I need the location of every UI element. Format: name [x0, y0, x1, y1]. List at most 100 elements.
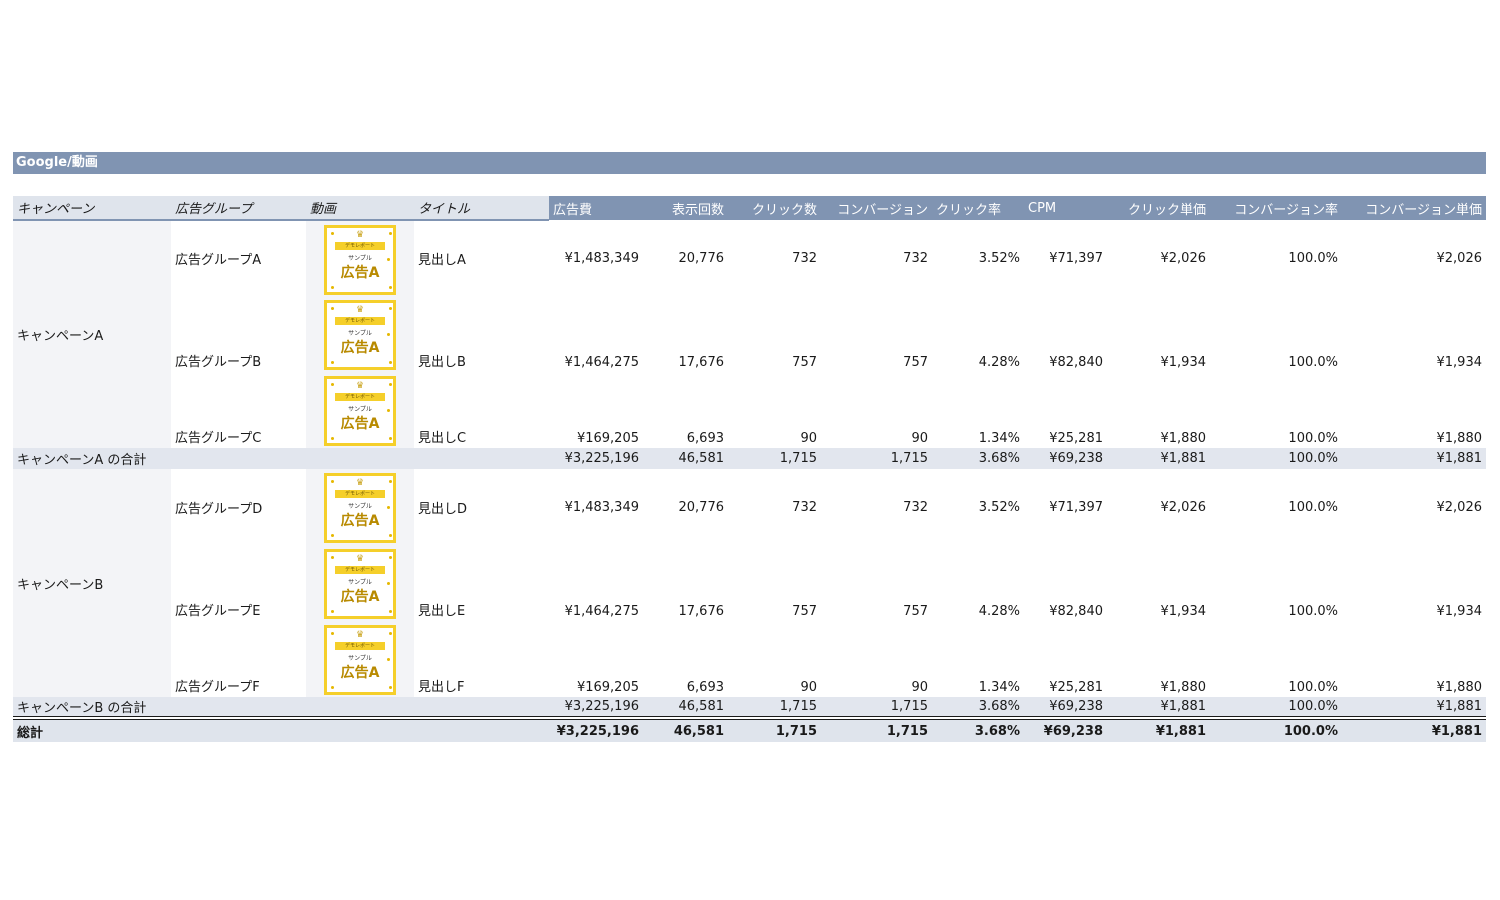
campaign-name: キャンペーンB [13, 469, 171, 697]
sparkle-icon [389, 437, 392, 440]
crown-icon: ♛ [355, 229, 365, 240]
table-row: キャンペーンB 広告グループD ♛ デモレポート サンプル広告A 見出しD ¥1,483,3… [13, 469, 1486, 697]
video-thumbnail[interactable]: ♛ デモレポート サンプル 広告A [324, 300, 396, 370]
grand-total-cost: ¥3,225,196 [549, 716, 643, 742]
metric-cvr: 100.0% [1288, 250, 1338, 266]
metric-cpc: ¥1,880 [1160, 680, 1207, 695]
crown-icon: ♛ [355, 554, 365, 564]
header-row: キャンペーン 広告グループ 動画 タイトル 広告費 表示回数 クリック数 コンバ… [13, 196, 1486, 221]
subtotal-cpc: ¥1,881 [1107, 448, 1210, 469]
video-thumbnail[interactable]: ♛ デモレポート サンプル 広告A [324, 376, 396, 446]
subtotal-label: キャンペーンA の合計 [13, 448, 549, 469]
metric-cpc: ¥2,026 [1160, 250, 1207, 266]
thumbnail-ribbon: デモレポート [335, 566, 385, 574]
ad-group-name: 広告グループE [175, 604, 261, 619]
metric-cpm: ¥71,397 [1049, 250, 1103, 266]
metric-cpm: ¥25,281 [1049, 680, 1103, 695]
video-cell: ♛ デモレポート サンプル 広告A [306, 220, 414, 296]
subtotal-label: キャンペーンB の合計 [13, 697, 549, 718]
header-cpa: コンバージョン単価 [1342, 196, 1486, 220]
crown-icon: ♛ [355, 478, 365, 488]
table-row: 広告グループE ♛ デモレポート サンプル 広告A 見出しE ¥1,464,275 17,67… [13, 545, 1486, 621]
ad-group-name: 広告グループA [175, 253, 262, 268]
sparkle-icon [331, 480, 334, 483]
subtotal-clicks: 1,715 [728, 448, 821, 469]
metric-cost: ¥169,205 [576, 680, 639, 695]
sparkle-icon [331, 632, 334, 635]
header-impressions: 表示回数 [643, 196, 728, 220]
subtotal-cvr: 100.0% [1210, 697, 1342, 718]
metric-clicks: 732 [792, 499, 817, 515]
sparkle-icon [389, 610, 392, 613]
metric-ctr: 1.34% [978, 431, 1020, 446]
subtotal-impressions: 46,581 [643, 697, 728, 718]
thumbnail-ribbon-text: デモレポート [344, 394, 375, 400]
metric-impressions: 6,693 [686, 680, 724, 695]
subtotal-conversions: 1,715 [821, 448, 932, 469]
thumbnail-ribbon-text: デモレポート [344, 567, 375, 573]
metric-conversions: 90 [911, 680, 928, 695]
ad-group-name: 広告グループD [175, 501, 263, 517]
grand-total-impressions: 46,581 [643, 716, 728, 742]
metric-cpc: ¥2,026 [1160, 499, 1207, 515]
sparkle-icon [387, 582, 390, 585]
metric-conversions: 757 [903, 604, 928, 619]
video-thumbnail[interactable]: ♛ デモレポート サンプル 広告A [324, 224, 396, 295]
thumbnail-ad-text: 広告A [340, 416, 380, 432]
video-thumbnail[interactable]: ♛ デモレポート サンプル 広告A [324, 549, 396, 619]
video-cell: ♛ デモレポート サンプル 広告A [306, 545, 414, 621]
ad-title: 見出しB [418, 355, 466, 370]
ad-group-name: 広告グループC [175, 431, 262, 446]
thumbnail-sample-text: サンプル [348, 655, 372, 662]
sparkle-icon [387, 257, 390, 261]
sparkle-icon [389, 534, 392, 537]
header-clicks: クリック数 [728, 196, 821, 220]
video-thumbnail[interactable]: ♛ デモレポート サンプル 広告A [324, 625, 396, 695]
thumbnail-ribbon-text: デモレポート [344, 242, 375, 249]
sparkle-icon [331, 534, 334, 537]
table-row: 広告グループF ♛ デモレポート サンプル 広告A 見出しF ¥169,205 6,693 90… [13, 621, 1486, 697]
subtotal-clicks: 1,715 [728, 697, 821, 718]
video-thumbnail[interactable]: ♛ デモレポート サンプル 広告A [324, 473, 396, 543]
subtotal-cost: ¥3,225,196 [549, 448, 643, 469]
metric-cpa: ¥1,880 [1436, 680, 1483, 695]
metric-cvr: 100.0% [1288, 499, 1338, 515]
thumbnail-ribbon: デモレポート [335, 317, 385, 325]
thumbnail-ribbon-text: デモレポート [344, 491, 375, 497]
ad-title: 見出しD [418, 501, 468, 517]
subtotal-cpm: ¥69,238 [1024, 448, 1107, 469]
metric-cpa: ¥1,880 [1436, 431, 1483, 446]
sparkle-icon [331, 231, 334, 235]
thumbnail-ribbon-text: デモレポート [344, 318, 375, 324]
grand-total-clicks: 1,715 [728, 716, 821, 742]
crown-icon: ♛ [355, 305, 365, 315]
sparkle-icon [387, 409, 390, 412]
thumbnail-ad-text: 広告A [340, 665, 380, 681]
grand-total-cpc: ¥1,881 [1107, 716, 1210, 742]
thumbnail-ribbon: デモレポート [335, 241, 385, 250]
table-row: 広告グループC ♛ デモレポート サンプル 広告A 見出しC ¥169,205 6,693 90… [13, 372, 1486, 448]
header-cpc: クリック単価 [1107, 196, 1210, 220]
metric-cvr: 100.0% [1288, 431, 1338, 446]
section-title: Google/動画 [13, 152, 1486, 174]
thumbnail-sample-text: サンプル [348, 406, 372, 413]
header-conversions: コンバージョン [821, 196, 932, 220]
metric-cost: ¥1,464,275 [564, 355, 639, 370]
metric-cost: ¥1,483,349 [564, 499, 639, 515]
header-cvr: コンバージョン率 [1210, 196, 1342, 220]
metric-impressions: 20,776 [678, 499, 725, 515]
video-cell: ♛ デモレポート サンプル 広告A [306, 296, 414, 372]
metric-cpa: ¥1,934 [1436, 355, 1483, 370]
grand-total-ctr: 3.68% [932, 716, 1024, 742]
campaign-name: キャンペーンA [13, 220, 171, 448]
sparkle-icon [331, 686, 334, 689]
metric-conversions: 732 [903, 250, 928, 266]
subtotal-conversions: 1,715 [821, 697, 932, 718]
header-title: タイトル [414, 196, 549, 221]
metric-cpa: ¥1,934 [1436, 604, 1483, 619]
thumbnail-sample-text: サンプル [348, 503, 372, 510]
thumbnail-ribbon: デモレポート [335, 642, 385, 650]
sparkle-icon [387, 506, 390, 509]
metric-ctr: 3.52% [978, 250, 1020, 266]
grand-total-cvr: 100.0% [1210, 716, 1342, 742]
